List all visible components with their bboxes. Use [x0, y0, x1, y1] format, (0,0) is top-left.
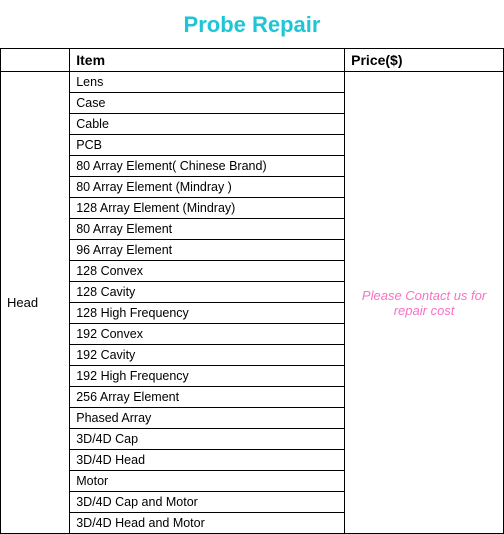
item-cell: Lens [70, 72, 345, 93]
item-cell: 3D/4D Head [70, 450, 345, 471]
item-cell: 96 Array Element [70, 240, 345, 261]
item-cell: 128 High Frequency [70, 303, 345, 324]
header-category [1, 49, 70, 72]
table-header-row: Item Price($) [1, 49, 504, 72]
item-cell: 80 Array Element (Mindray ) [70, 177, 345, 198]
header-item: Item [70, 49, 345, 72]
item-cell: 192 Convex [70, 324, 345, 345]
item-cell: 128 Convex [70, 261, 345, 282]
page-title: Probe Repair [0, 0, 504, 48]
item-cell: PCB [70, 135, 345, 156]
header-price: Price($) [345, 49, 504, 72]
item-cell: Phased Array [70, 408, 345, 429]
item-cell: 3D/4D Head and Motor [70, 513, 345, 534]
item-cell: Cable [70, 114, 345, 135]
category-cell: Head [1, 72, 70, 534]
item-cell: 128 Array Element (Mindray) [70, 198, 345, 219]
item-cell: 128 Cavity [70, 282, 345, 303]
probe-repair-table: Item Price($) HeadLensPlease Contact us … [0, 48, 504, 534]
item-cell: 192 Cavity [70, 345, 345, 366]
item-cell: 192 High Frequency [70, 366, 345, 387]
item-cell: 80 Array Element( Chinese Brand) [70, 156, 345, 177]
item-cell: 80 Array Element [70, 219, 345, 240]
price-note-cell: Please Contact us for repair cost [345, 72, 504, 534]
item-cell: 3D/4D Cap [70, 429, 345, 450]
table-row: HeadLensPlease Contact us for repair cos… [1, 72, 504, 93]
item-cell: 3D/4D Cap and Motor [70, 492, 345, 513]
item-cell: Case [70, 93, 345, 114]
item-cell: Motor [70, 471, 345, 492]
item-cell: 256 Array Element [70, 387, 345, 408]
